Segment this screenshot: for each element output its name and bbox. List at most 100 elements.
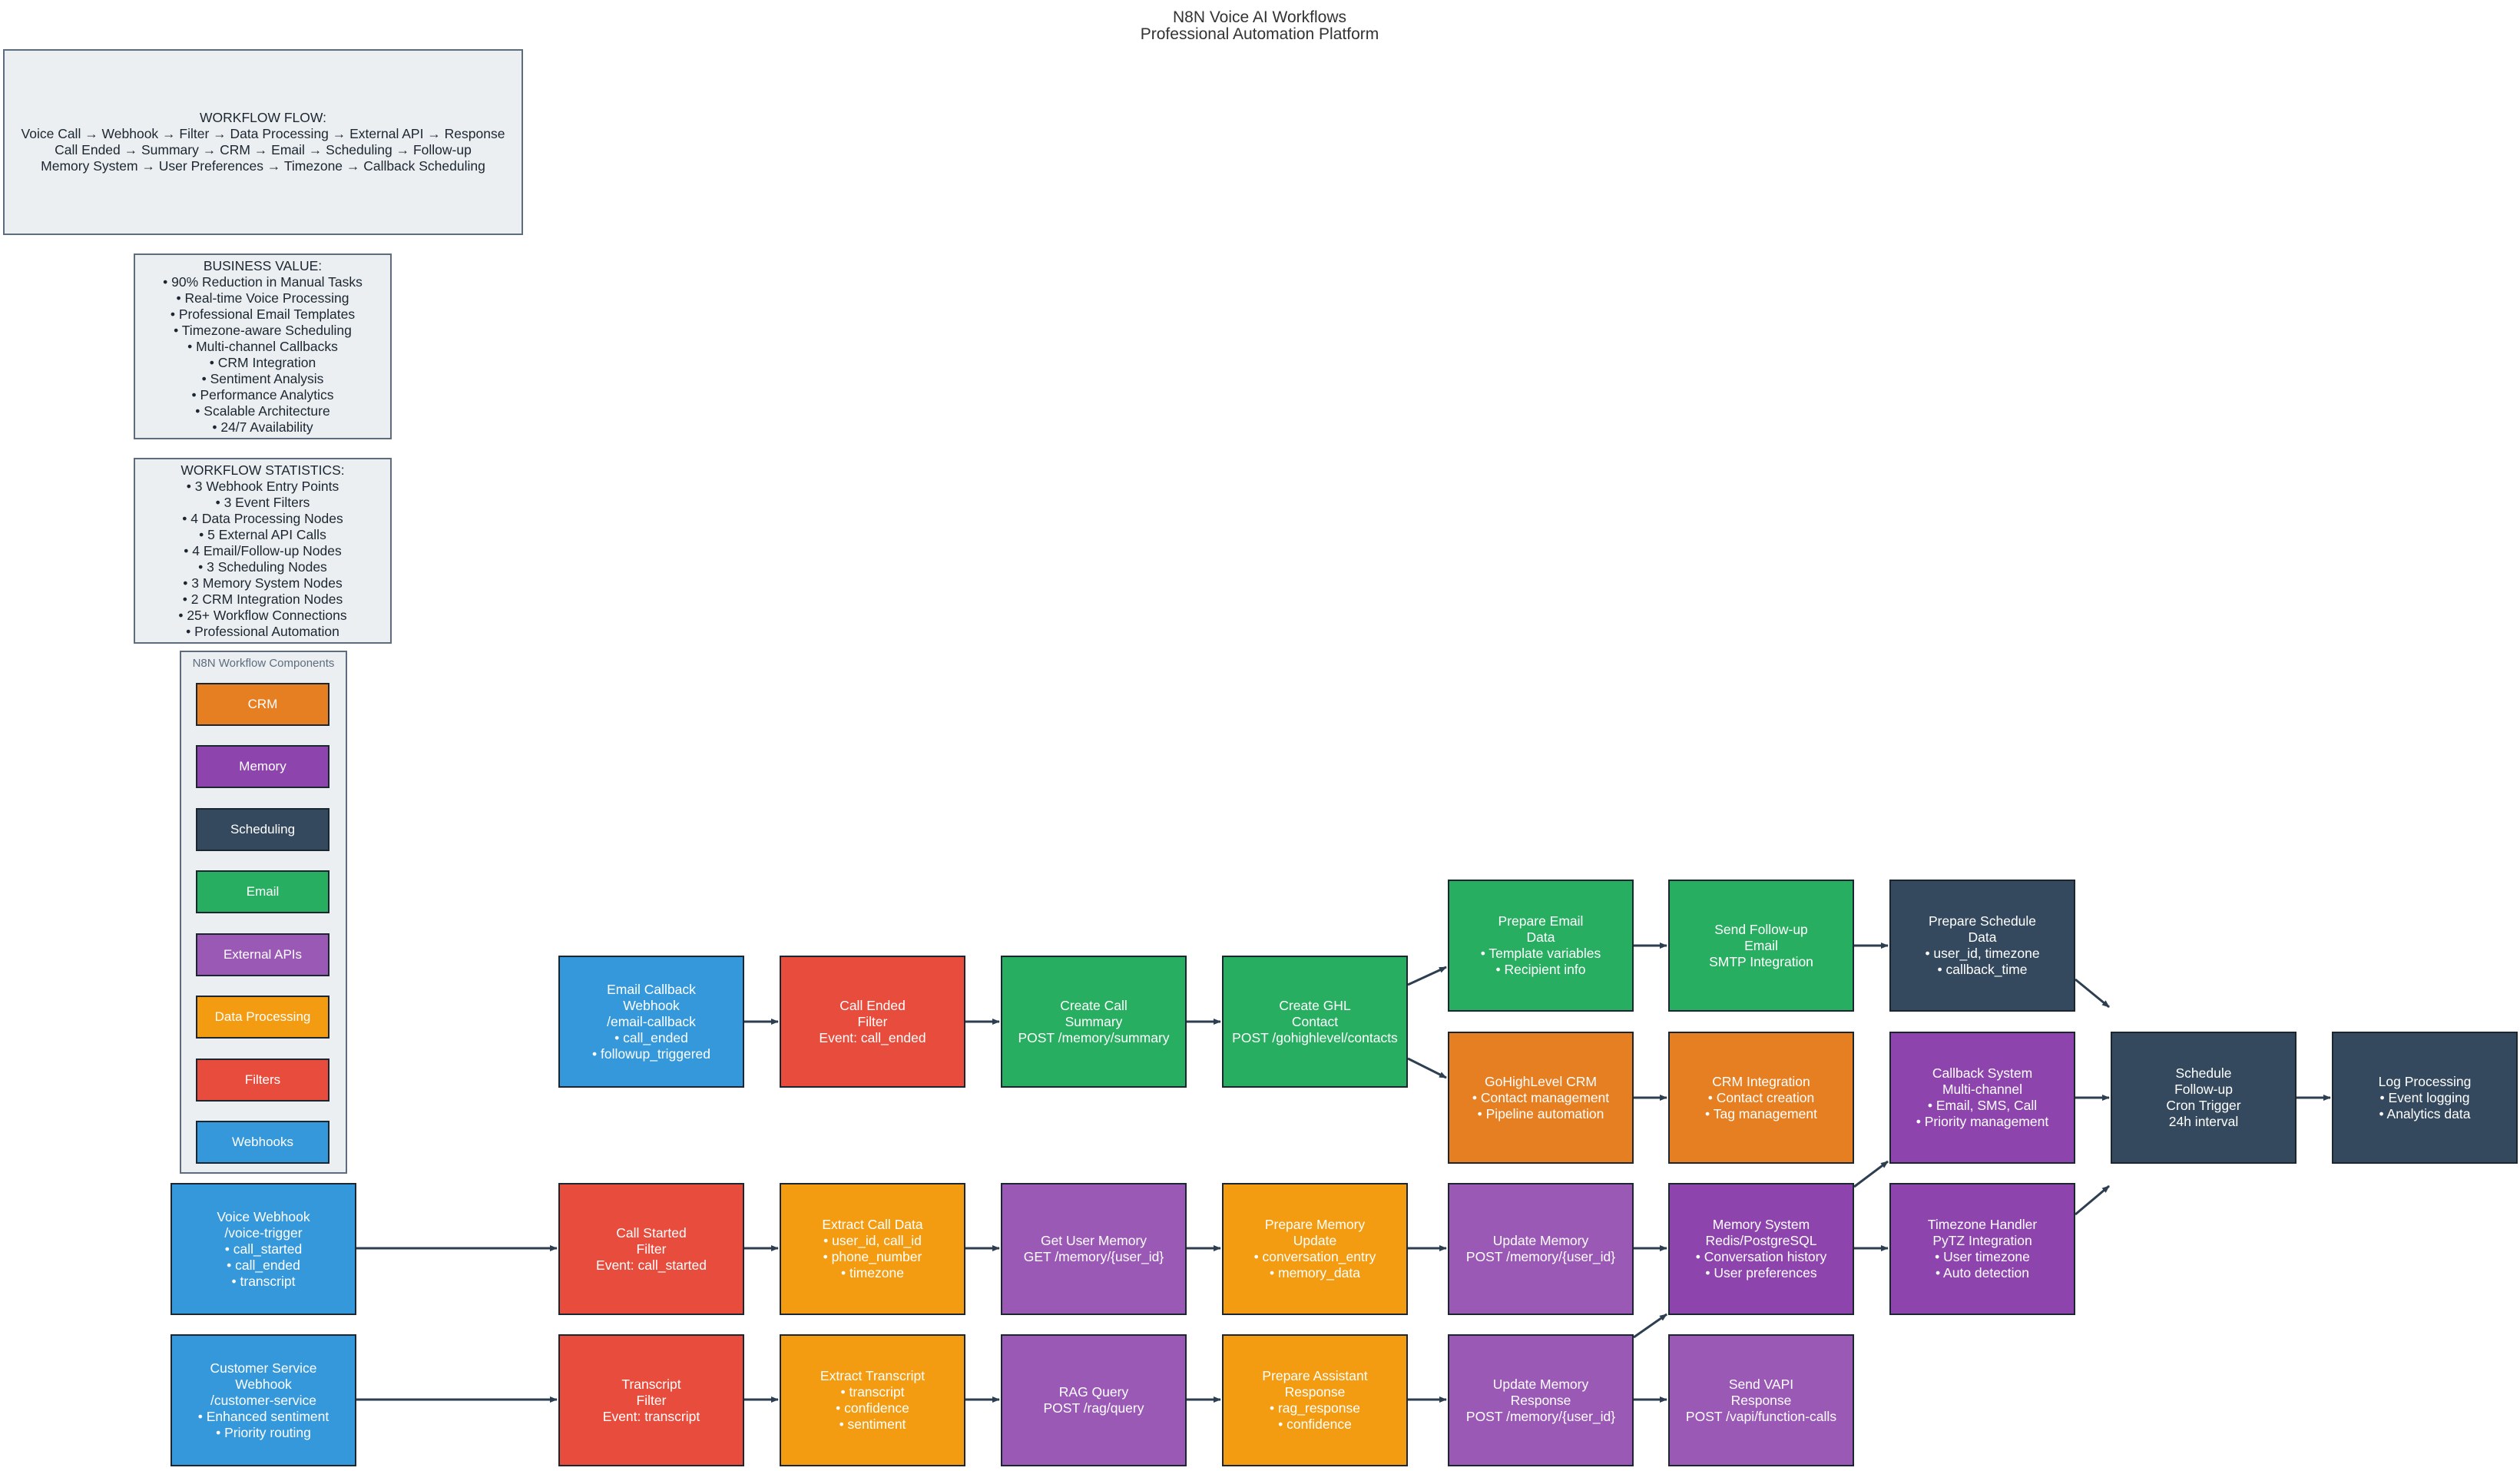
node-callback-system[interactable]: Callback System Multi-channel • Email, S…	[1889, 1032, 2075, 1164]
node-line: Timezone Handler	[1927, 1217, 2038, 1232]
node-transcript-filter[interactable]: Transcript Filter Event: transcript	[558, 1334, 744, 1466]
node-line: • phone_number	[823, 1249, 922, 1264]
node-line: Filter	[636, 1241, 667, 1257]
node-crm-integration[interactable]: CRM Integration • Contact creation • Tag…	[1668, 1032, 1854, 1164]
node-line: • Contact creation	[1707, 1089, 1815, 1105]
workflow-statistics-line: • 2 CRM Integration Nodes	[182, 591, 343, 607]
node-line: Prepare Assistant	[1262, 1368, 1368, 1383]
node-line: • call_ended	[614, 1029, 688, 1045]
workflow-statistics-box: WORKFLOW STATISTICS: • 3 Webhook Entry P…	[134, 458, 392, 644]
connection-arrow	[1407, 1057, 1447, 1079]
node-update-memory-response[interactable]: Update Memory Response POST /memory/{use…	[1448, 1334, 1634, 1466]
node-line: Response	[1510, 1392, 1571, 1408]
node-line: • Analytics data	[2379, 1105, 2471, 1121]
node-line: Prepare Email	[1498, 913, 1584, 929]
legend-title: N8N Workflow Components	[192, 657, 335, 670]
node-line: GET /memory/{user_id}	[1023, 1249, 1164, 1264]
node-line: POST /rag/query	[1043, 1400, 1144, 1416]
node-line: • followup_triggered	[592, 1045, 710, 1062]
node-line: Email Callback	[607, 981, 696, 997]
business-value-line: • Timezone-aware Scheduling	[174, 322, 352, 338]
node-line: Create GHL	[1279, 997, 1351, 1013]
node-rag-query[interactable]: RAG Query POST /rag/query	[1001, 1334, 1187, 1466]
node-line: Call Started	[616, 1224, 687, 1241]
node-line: • Tag management	[1705, 1105, 1817, 1121]
node-prepare-memory-update[interactable]: Prepare Memory Update • conversation_ent…	[1222, 1183, 1408, 1315]
node-call-started-filter[interactable]: Call Started Filter Event: call_started	[558, 1183, 744, 1315]
business-value-line: • 90% Reduction in Manual Tasks	[163, 273, 363, 290]
node-line: Callback System	[1932, 1065, 2033, 1081]
workflow-statistics-line: • 5 External API Calls	[199, 526, 326, 542]
node-line: Memory System	[1712, 1217, 1810, 1232]
node-extract-call-data[interactable]: Extract Call Data • user_id, call_id • p…	[780, 1183, 965, 1315]
node-line: • timezone	[841, 1265, 904, 1280]
node-line: • user_id, call_id	[823, 1233, 922, 1248]
node-email-callback-webhook[interactable]: Email Callback Webhook /email-callback •…	[558, 956, 744, 1088]
connection-arrow	[1633, 1313, 1667, 1339]
node-send-followup-email[interactable]: Send Follow-up Email SMTP Integration	[1668, 880, 1854, 1012]
node-line: Event: transcript	[602, 1408, 700, 1424]
node-line: POST /gohighlevel/contacts	[1232, 1029, 1398, 1045]
node-line: • call_started	[224, 1241, 303, 1257]
node-line: • Contact management	[1472, 1089, 1610, 1105]
node-line: • rag_response	[1269, 1400, 1360, 1416]
node-line: /email-callback	[607, 1013, 696, 1029]
node-line: Event: call_started	[596, 1257, 707, 1273]
node-timezone-handler[interactable]: Timezone Handler PyTZ Integration • User…	[1889, 1183, 2075, 1315]
node-line: Follow-up	[2174, 1082, 2233, 1097]
node-line: • Template variables	[1480, 946, 1601, 961]
node-line: Transcript	[621, 1376, 681, 1392]
node-line: Create Call	[1060, 997, 1128, 1013]
component-legend: N8N Workflow Components CRM Memory Sched…	[180, 651, 347, 1174]
node-create-call-summary[interactable]: Create Call Summary POST /memory/summary	[1001, 956, 1187, 1088]
node-line: Redis/PostgreSQL	[1705, 1233, 1817, 1248]
node-line: Voice Webhook	[217, 1208, 310, 1224]
title-line-1: N8N Voice AI Workflows	[1172, 8, 1347, 26]
node-create-ghl-contact[interactable]: Create GHL Contact POST /gohighlevel/con…	[1222, 956, 1408, 1088]
node-schedule-followup[interactable]: Schedule Follow-up Cron Trigger 24h inte…	[2111, 1032, 2296, 1164]
workflow-statistics-line: • 3 Memory System Nodes	[183, 575, 343, 591]
node-update-memory[interactable]: Update Memory POST /memory/{user_id}	[1448, 1183, 1634, 1315]
node-send-vapi-response[interactable]: Send VAPI Response POST /vapi/function-c…	[1668, 1334, 1854, 1466]
node-get-user-memory[interactable]: Get User Memory GET /memory/{user_id}	[1001, 1183, 1187, 1315]
node-extract-transcript[interactable]: Extract Transcript • transcript • confid…	[780, 1334, 965, 1466]
node-log-processing[interactable]: Log Processing • Event logging • Analyti…	[2332, 1032, 2518, 1164]
node-line: Schedule	[2175, 1065, 2232, 1081]
node-line: Send VAPI	[1728, 1376, 1794, 1392]
node-line: • confidence	[836, 1400, 909, 1416]
business-value-line: • 24/7 Availability	[212, 419, 313, 435]
node-call-ended-filter[interactable]: Call Ended Filter Event: call_ended	[780, 956, 965, 1088]
node-line: Log Processing	[2378, 1073, 2472, 1089]
business-value-line: BUSINESS VALUE:	[203, 257, 323, 273]
node-line: Response	[1730, 1392, 1792, 1408]
workflow-statistics-line: • 4 Email/Follow-up Nodes	[184, 542, 342, 558]
node-line: Update Memory	[1492, 1376, 1589, 1392]
legend-item-memory: Memory	[196, 745, 329, 788]
connection-arrow	[1853, 1160, 1889, 1188]
node-line: Filter	[636, 1392, 667, 1408]
node-line: • call_ended	[227, 1257, 300, 1273]
node-prepare-email-data[interactable]: Prepare Email Data • Template variables …	[1448, 880, 1634, 1012]
business-value-box: BUSINESS VALUE: • 90% Reduction in Manua…	[134, 253, 392, 439]
node-prepare-schedule-data[interactable]: Prepare Schedule Data • user_id, timezon…	[1889, 880, 2075, 1012]
node-gohighlevel-crm[interactable]: GoHighLevel CRM • Contact management • P…	[1448, 1032, 1634, 1164]
node-line: Send Follow-up	[1714, 921, 1808, 937]
workflow-flow-line: WORKFLOW FLOW:	[200, 110, 326, 125]
node-line: Call Ended	[839, 997, 906, 1013]
node-line: POST /memory/summary	[1018, 1029, 1170, 1045]
node-customer-service-webhook[interactable]: Customer Service Webhook /customer-servi…	[171, 1334, 356, 1466]
diagram-title: N8N Voice AI Workflows Professional Auto…	[1029, 9, 1490, 43]
node-line: • Event logging	[2379, 1089, 2470, 1105]
node-memory-system[interactable]: Memory System Redis/PostgreSQL • Convers…	[1668, 1183, 1854, 1315]
workflow-flow-line: Memory System → User Preferences → Timez…	[41, 158, 485, 174]
business-value-line: • Real-time Voice Processing	[176, 290, 349, 306]
node-line: PyTZ Integration	[1932, 1233, 2032, 1248]
node-line: • Pipeline automation	[1477, 1105, 1604, 1121]
node-prepare-assistant-response[interactable]: Prepare Assistant Response • rag_respons…	[1222, 1334, 1408, 1466]
node-line: • user_id, timezone	[1925, 946, 2040, 961]
node-voice-webhook[interactable]: Voice Webhook /voice-trigger • call_star…	[171, 1183, 356, 1315]
node-line: Cron Trigger	[2166, 1098, 2241, 1113]
node-line: • memory_data	[1270, 1265, 1360, 1280]
node-line: Extract Transcript	[820, 1368, 926, 1383]
